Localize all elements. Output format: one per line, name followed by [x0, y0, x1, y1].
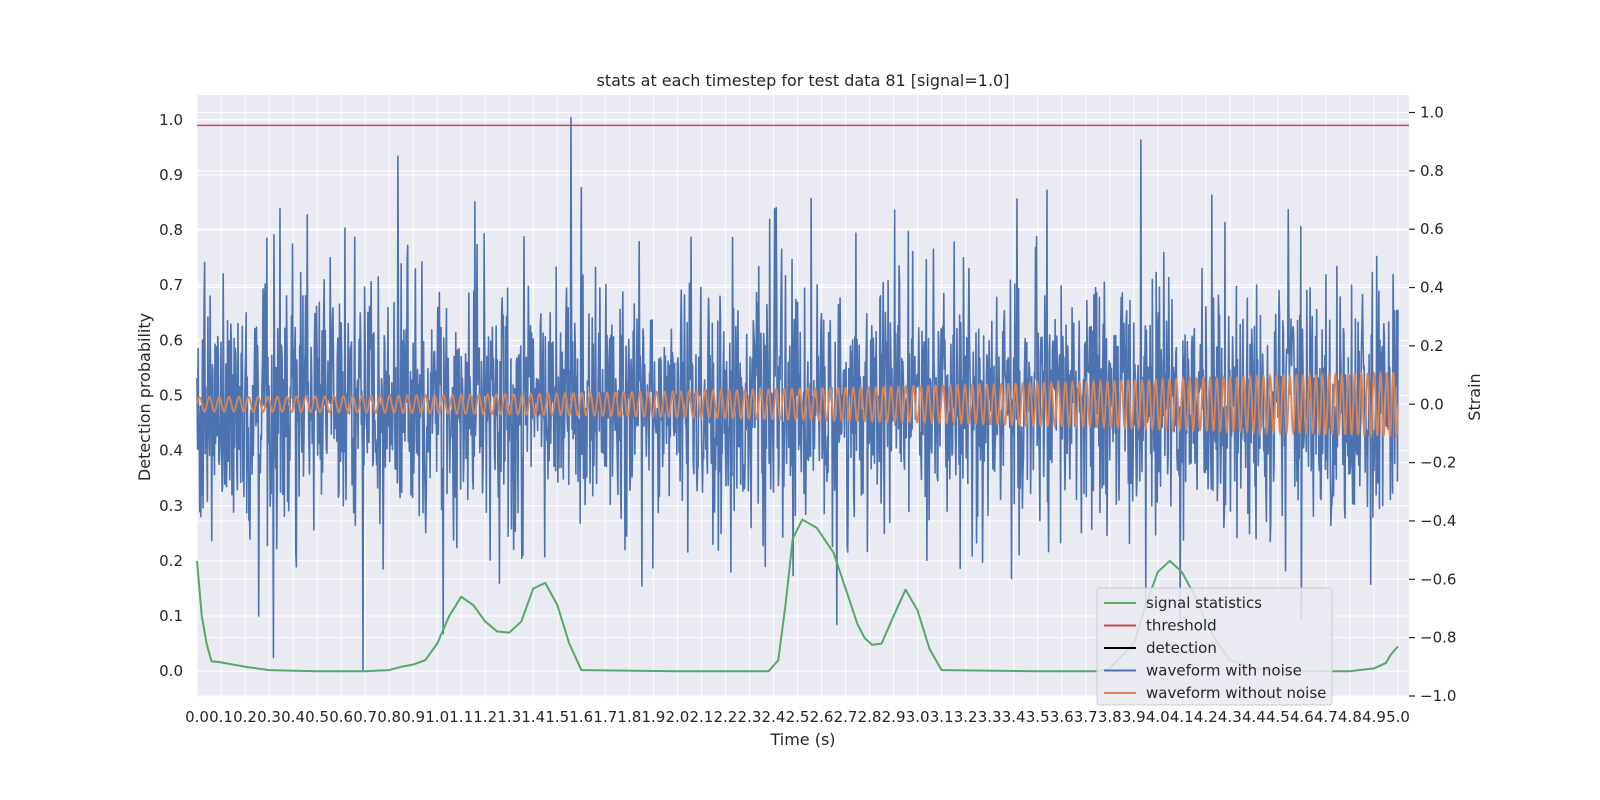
right-y-tick-label: −0.8: [1420, 629, 1456, 647]
x-tick-label: 3.2: [954, 708, 978, 726]
left-y-tick-label: 0.7: [159, 276, 183, 294]
x-tick-label: 2.5: [786, 708, 810, 726]
waveform-without-noise-series: [196, 370, 1399, 440]
waveform-without-noise-line: [196, 370, 1399, 440]
right-y-tick-label: 0.0: [1420, 395, 1444, 413]
x-tick-label: 2.4: [762, 708, 786, 726]
x-tick-label: 1.7: [593, 708, 617, 726]
x-tick-label: 3.0: [906, 708, 930, 726]
x-tick-label: 0.5: [305, 708, 329, 726]
x-tick-label: 0.8: [377, 708, 401, 726]
x-tick-label: 4.3: [1218, 708, 1242, 726]
right-y-tick-label: 1.0: [1420, 104, 1444, 122]
left-y-tick-label: 0.5: [159, 387, 183, 405]
right-y-tick-label: −0.4: [1420, 512, 1456, 530]
x-tick-label: 2.8: [858, 708, 882, 726]
x-tick-label: 4.5: [1266, 708, 1290, 726]
x-tick-label: 4.8: [1338, 708, 1362, 726]
chart-title: stats at each timestep for test data 81 …: [597, 71, 1010, 90]
x-tick-label: 5.0: [1386, 708, 1410, 726]
right-y-tick-label: 0.2: [1420, 337, 1444, 355]
x-tick-label: 2.2: [714, 708, 738, 726]
x-tick-label: 0.0: [185, 708, 209, 726]
left-y-tick-label: 0.4: [159, 442, 183, 460]
right-y-axis-title: Strain: [1465, 373, 1484, 420]
legend-label: threshold: [1146, 617, 1217, 635]
x-tick-label: 2.6: [810, 708, 834, 726]
x-tick-label: 2.0: [665, 708, 689, 726]
x-tick-label: 4.0: [1146, 708, 1170, 726]
left-y-tick-label: 0.9: [159, 166, 183, 184]
x-tick-label: 3.5: [1026, 708, 1050, 726]
x-tick-label: 4.9: [1362, 708, 1386, 726]
legend-label: waveform with noise: [1146, 662, 1302, 680]
x-tick-label: 1.4: [521, 708, 545, 726]
right-y-tick-label: 0.8: [1420, 162, 1444, 180]
right-y-tick-label: −0.6: [1420, 570, 1456, 588]
left-y-tick-label: 0.1: [159, 607, 183, 625]
x-tick-label: 0.7: [353, 708, 377, 726]
x-tick-label: 4.2: [1194, 708, 1218, 726]
x-tick-label: 0.6: [329, 708, 353, 726]
x-tick-label: 1.0: [425, 708, 449, 726]
x-tick-label: 1.3: [497, 708, 521, 726]
left-y-axis-title: Detection probability: [135, 313, 154, 481]
x-tick-label: 0.1: [209, 708, 233, 726]
left-y-axis-ticks: 0.0 0.1 0.2 0.3 0.4 0.5 0.6 0.7 0.8 0.9 1.0: [159, 111, 183, 680]
legend-label: signal statistics: [1146, 594, 1262, 612]
x-tick-label: 0.2: [233, 708, 257, 726]
legend-box: [1096, 587, 1333, 706]
signal-statistics-series: [196, 518, 1399, 673]
x-tick-label: 0.4: [281, 708, 305, 726]
x-tick-label: 3.1: [930, 708, 954, 726]
x-tick-label: 1.5: [545, 708, 569, 726]
x-tick-label: 1.1: [449, 708, 473, 726]
x-tick-label: 1.6: [569, 708, 593, 726]
legend: signal statistics threshold detection wavef…: [1096, 587, 1333, 706]
left-y-tick-label: 0.0: [159, 662, 183, 680]
right-y-tick-label: −0.2: [1420, 454, 1456, 472]
x-tick-label: 3.9: [1122, 708, 1146, 726]
x-tick-label: 0.9: [401, 708, 425, 726]
x-tick-label: 2.9: [882, 708, 906, 726]
x-axis-title: Time (s): [769, 730, 835, 749]
x-tick-label: 1.8: [617, 708, 641, 726]
left-y-tick-label: 0.8: [159, 221, 183, 239]
x-tick-label: 4.7: [1314, 708, 1338, 726]
legend-label: detection: [1146, 639, 1217, 657]
x-tick-label: 3.7: [1074, 708, 1098, 726]
left-y-tick-label: 0.6: [159, 331, 183, 349]
right-y-axis-ticks: −1.0 −0.8 −0.6 −0.4 −0.2 0.0 0.2 0.4 0.6 0.8 1.0: [1409, 104, 1456, 705]
x-tick-label: 2.1: [689, 708, 713, 726]
x-tick-label: 3.8: [1098, 708, 1122, 726]
signal-statistics-line: [196, 518, 1399, 673]
x-tick-label: 4.4: [1242, 708, 1266, 726]
left-y-tick-label: 1.0: [159, 111, 183, 129]
left-y-tick-label: 0.3: [159, 497, 183, 515]
left-y-tick-label: 0.2: [159, 552, 183, 570]
x-tick-label: 0.3: [257, 708, 281, 726]
x-axis-ticks: 0.0 0.1 0.2 0.3 0.4 0.5 0.6 0.7 0.8 0.9 1.0 1.1 1.2 1…: [185, 708, 1410, 726]
x-tick-label: 3.3: [978, 708, 1002, 726]
x-tick-label: 3.4: [1002, 708, 1026, 726]
legend-label: waveform without noise: [1146, 684, 1326, 702]
right-y-tick-label: 0.6: [1420, 220, 1444, 238]
x-tick-label: 3.6: [1050, 708, 1074, 726]
x-tick-label: 1.9: [641, 708, 665, 726]
right-y-tick-label: −1.0: [1420, 687, 1456, 705]
x-tick-label: 4.6: [1290, 708, 1314, 726]
x-tick-label: 2.7: [834, 708, 858, 726]
x-tick-label: 4.1: [1170, 708, 1194, 726]
right-y-tick-label: 0.4: [1420, 279, 1444, 297]
x-tick-label: 1.2: [473, 708, 497, 726]
x-tick-label: 2.3: [738, 708, 762, 726]
